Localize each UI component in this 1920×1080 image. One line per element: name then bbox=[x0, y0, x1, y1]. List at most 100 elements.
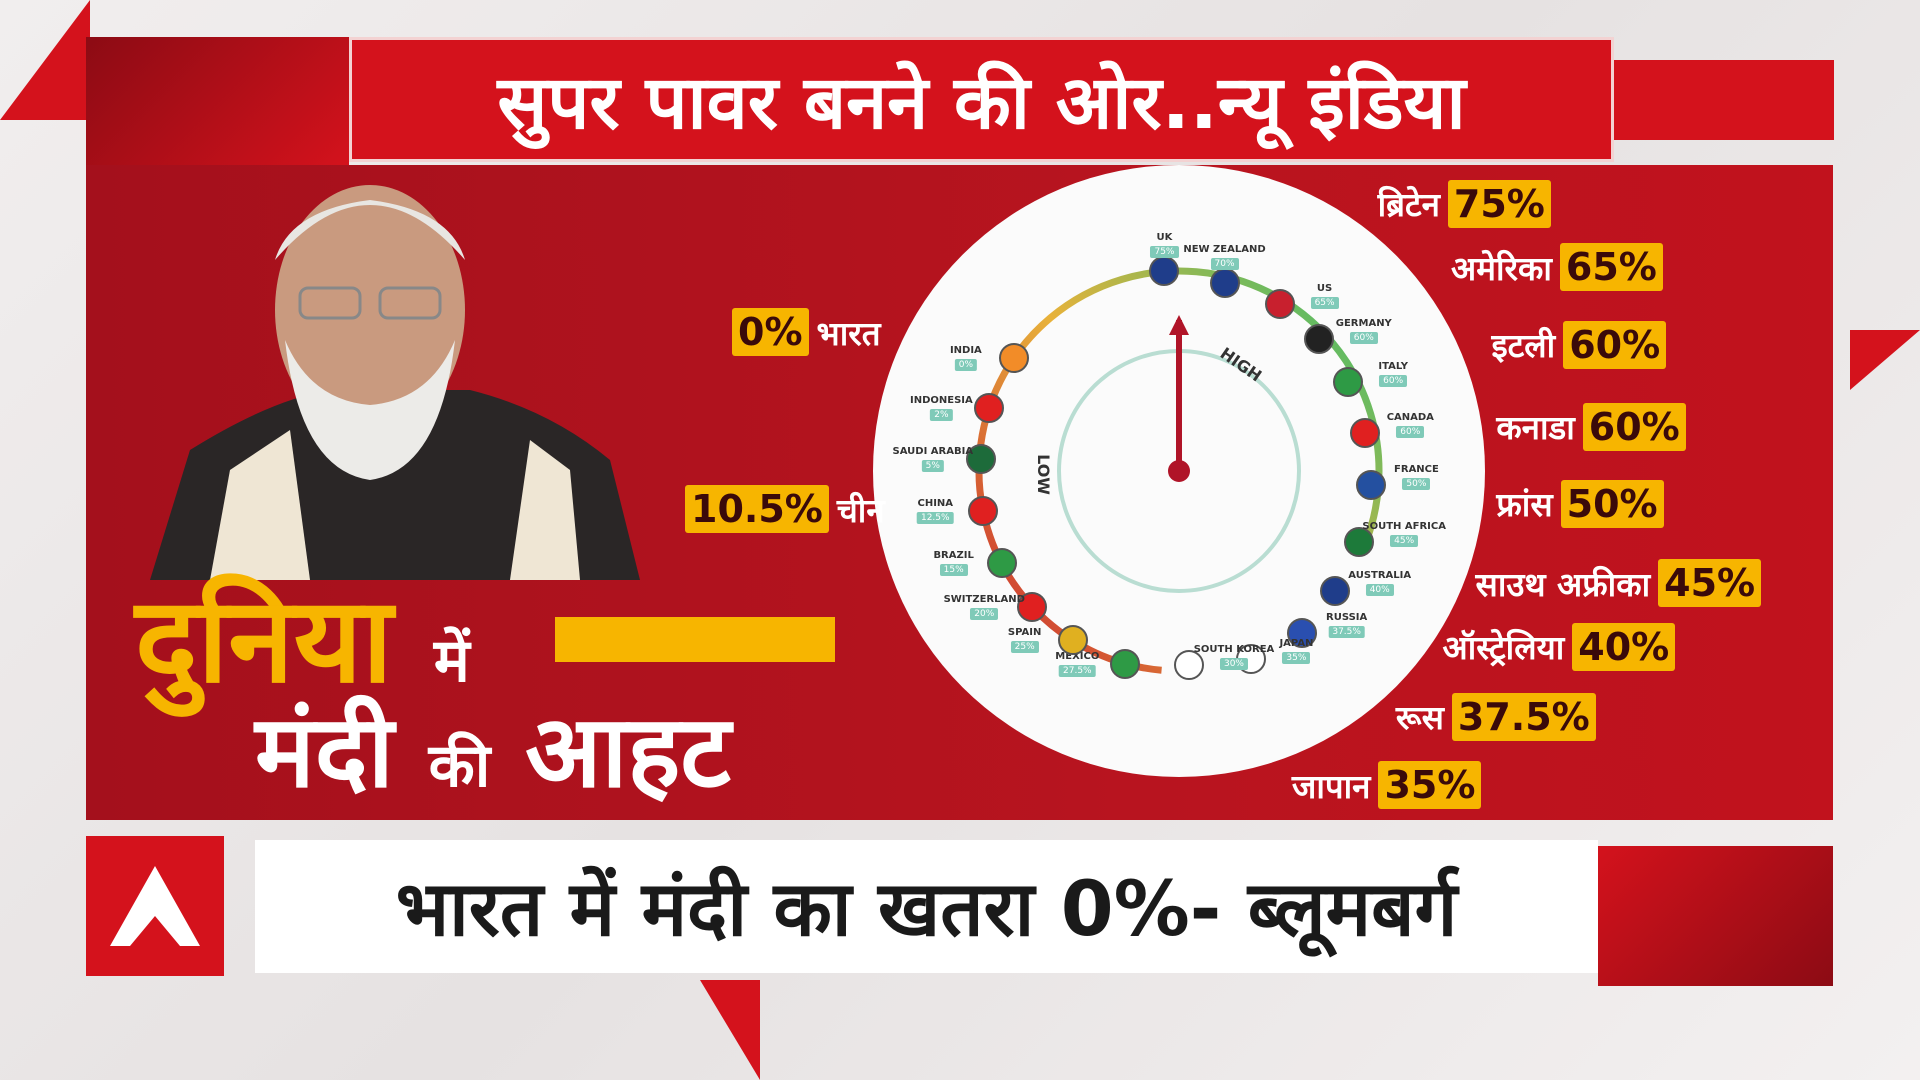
country-label-percent: 50% bbox=[1560, 479, 1664, 528]
country-label-percent: 65% bbox=[1559, 243, 1663, 292]
country-percent: 27.5% bbox=[1059, 664, 1096, 677]
country-percent: 30% bbox=[1219, 657, 1248, 670]
headline-bar bbox=[555, 617, 835, 662]
headline-word: आहट bbox=[525, 693, 731, 810]
flag-icon bbox=[1110, 648, 1141, 679]
country-label-percent: 10.5% bbox=[685, 485, 829, 533]
country-label-percent: 45% bbox=[1658, 559, 1762, 608]
country-label: रूस 37.5% bbox=[1395, 692, 1596, 741]
country-label-percent: 60% bbox=[1563, 320, 1667, 369]
country-percent: 60% bbox=[1379, 375, 1408, 388]
flag-icon bbox=[968, 495, 999, 526]
country-percent: 45% bbox=[1390, 535, 1419, 548]
country-label-name: फ्रांस bbox=[1496, 485, 1553, 525]
country-percent: 65% bbox=[1310, 296, 1339, 309]
title-wing bbox=[1614, 60, 1834, 140]
channel-logo bbox=[86, 836, 224, 976]
country-label-name: कनाडा bbox=[1496, 408, 1575, 448]
flag-icon bbox=[1303, 324, 1334, 355]
country-label: ब्रिटेन 75% bbox=[1377, 179, 1551, 228]
headline-word: की bbox=[428, 731, 491, 801]
abp-logo-icon bbox=[110, 866, 200, 946]
country-percent: 2% bbox=[930, 408, 953, 421]
country-label-name: जापान bbox=[1291, 766, 1371, 806]
country-label-percent: 40% bbox=[1572, 622, 1676, 671]
flag-icon bbox=[1017, 592, 1048, 623]
country-label-percent: 37.5% bbox=[1451, 692, 1596, 741]
headline-word: मंदी bbox=[255, 693, 394, 810]
country-percent: 60% bbox=[1349, 332, 1378, 345]
country-name: NEW ZEALAND bbox=[1183, 243, 1266, 255]
flag-icon bbox=[1333, 367, 1364, 398]
country-percent: 15% bbox=[939, 564, 968, 577]
flag-icon bbox=[1209, 267, 1240, 298]
country-percent: 60% bbox=[1396, 426, 1425, 439]
flag-icon bbox=[1057, 625, 1088, 656]
country-label: फ्रांस 50% bbox=[1496, 479, 1664, 528]
country-percent: 75% bbox=[1150, 245, 1179, 258]
country-name: SOUTH KOREA bbox=[1193, 643, 1275, 655]
country-label-name: भारत bbox=[816, 313, 881, 353]
country-label-percent: 35% bbox=[1378, 761, 1482, 810]
country-label: इटली 60% bbox=[1491, 320, 1667, 369]
country-percent: 37.5% bbox=[1328, 626, 1365, 639]
country-name: CANADA bbox=[1386, 412, 1434, 424]
country-percent: 40% bbox=[1365, 584, 1394, 597]
flag-icon bbox=[965, 444, 996, 475]
country-percent: 5% bbox=[921, 460, 944, 473]
country-label-percent: 60% bbox=[1582, 402, 1686, 451]
country-name: ITALY bbox=[1378, 361, 1408, 373]
country-label: जापान 35% bbox=[1291, 761, 1482, 810]
country-name: SOUTH AFRICA bbox=[1362, 521, 1446, 533]
country-percent: 12.5% bbox=[916, 511, 954, 524]
country-percent: 25% bbox=[1010, 641, 1039, 654]
dial-low-label: LOW bbox=[1033, 454, 1053, 495]
flag-icon bbox=[974, 392, 1005, 423]
background-decoration bbox=[700, 980, 760, 1080]
flag-icon bbox=[1350, 418, 1381, 449]
country-label-name: अमेरिका bbox=[1451, 248, 1552, 288]
country-label-name: ब्रिटेन bbox=[1377, 185, 1440, 225]
headline-line1: दुनिया में bbox=[135, 555, 470, 716]
country-name: INDONESIA bbox=[910, 394, 973, 406]
country-percent: 0% bbox=[954, 358, 978, 371]
country-label-name: साउथ अफ्रीका bbox=[1475, 564, 1651, 604]
country-label-name: ऑस्ट्रेलिया bbox=[1442, 628, 1565, 668]
country-name: RUSSIA bbox=[1326, 612, 1368, 624]
headline-word: में bbox=[433, 626, 470, 696]
country-label-name: रूस bbox=[1395, 698, 1444, 738]
country-name: AUSTRALIA bbox=[1348, 570, 1412, 582]
flag-icon bbox=[1356, 469, 1387, 500]
headline-line2: मंदी की आहट bbox=[255, 680, 731, 816]
country-name: BRAZIL bbox=[933, 550, 974, 562]
flag-icon bbox=[1264, 288, 1295, 319]
country-percent: 35% bbox=[1282, 651, 1311, 664]
headline-word: दुनिया bbox=[135, 571, 393, 709]
country-label: 10.5% चीन bbox=[685, 485, 885, 533]
background-decoration bbox=[0, 0, 90, 120]
country-label: 0% भारत bbox=[732, 308, 881, 356]
person-photo bbox=[150, 185, 640, 580]
country-name: INDIA bbox=[949, 344, 982, 356]
country-percent: 50% bbox=[1402, 477, 1431, 490]
country-name: MEXICO bbox=[1055, 650, 1100, 662]
country-label-name: चीन bbox=[836, 490, 885, 530]
flag-icon bbox=[1286, 618, 1317, 649]
corner-graphic bbox=[86, 37, 349, 165]
flag-icon bbox=[998, 342, 1029, 373]
ticker-wing bbox=[1598, 846, 1833, 986]
country-label: अमेरिका 65% bbox=[1451, 243, 1663, 292]
country-percent: 20% bbox=[970, 608, 999, 621]
country-label: ऑस्ट्रेलिया 40% bbox=[1442, 622, 1676, 671]
ticker-bar: भारत में मंदी का खतरा 0%- ब्लूमबर्ग bbox=[255, 840, 1598, 973]
background-decoration bbox=[1850, 330, 1920, 390]
country-name: SWITZERLAND bbox=[943, 594, 1025, 606]
flag-icon bbox=[1344, 527, 1375, 558]
country-label-name: इटली bbox=[1491, 326, 1556, 366]
country-label: साउथ अफ्रीका 45% bbox=[1475, 559, 1762, 608]
flag-icon bbox=[1319, 576, 1350, 607]
country-name: SAUDI ARABIA bbox=[892, 446, 974, 458]
country-name: GERMANY bbox=[1335, 318, 1392, 330]
country-name: CHINA bbox=[917, 497, 954, 509]
flag-icon bbox=[986, 548, 1017, 579]
